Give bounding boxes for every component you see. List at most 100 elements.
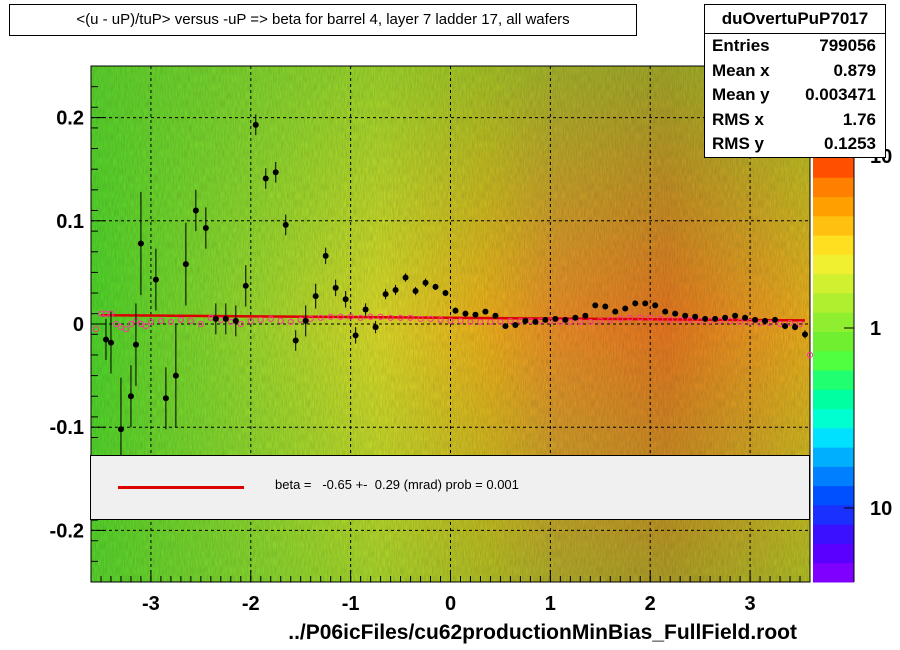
mean-point: [732, 312, 739, 319]
stats-row-mean-y: Mean y 0.003471: [705, 83, 885, 108]
stats-box: duOvertuPuP7017 Entries 799056 Mean x 0.…: [704, 4, 886, 158]
mean-point: [602, 303, 609, 310]
stats-label: Mean y: [712, 85, 770, 104]
color-scale-band: [813, 292, 854, 313]
mean-point: [712, 315, 719, 322]
median-point: [597, 317, 604, 325]
mean-point: [672, 310, 679, 317]
median-point: [477, 318, 484, 326]
median-point: [257, 316, 264, 323]
fit-legend: beta = -0.65 +- 0.29 (mrad) prob = 0.001: [90, 455, 810, 520]
color-scale-band: [813, 273, 854, 294]
median-point: [142, 322, 150, 330]
mean-point: [542, 316, 549, 323]
median-point: [786, 319, 794, 327]
mean-point: [642, 300, 649, 307]
median-point: [667, 316, 674, 323]
median-point: [417, 315, 424, 322]
color-scale-band: [813, 370, 854, 390]
mean-point: [127, 393, 134, 400]
median-point: [277, 317, 284, 325]
median-point: [567, 318, 574, 326]
mean-point: [117, 426, 124, 433]
median-point: [447, 317, 454, 325]
mean-point: [232, 317, 239, 324]
mean-point: [242, 282, 249, 289]
stats-value: 0.1253: [824, 134, 876, 153]
median-points: [92, 310, 814, 359]
stats-label: Entries: [712, 36, 770, 55]
median-point: [112, 320, 120, 328]
color-scale-band: [813, 177, 854, 198]
mean-point: [152, 276, 159, 283]
y-tick-label: 0.1: [56, 211, 84, 233]
color-scale-band: [813, 543, 854, 564]
median-point: [327, 313, 334, 320]
stats-row-rms-x: RMS x 1.76: [705, 108, 885, 133]
mean-point: [782, 323, 789, 330]
mean-point: [422, 279, 429, 286]
median-point: [427, 315, 434, 322]
mean-point: [302, 317, 309, 324]
median-point: [457, 317, 464, 325]
x-tick-label: 1: [545, 593, 556, 615]
median-point: [627, 314, 634, 321]
color-scale-band: [813, 312, 854, 332]
mean-point: [652, 302, 659, 309]
median-point: [167, 318, 174, 326]
x-tick-label: -1: [342, 593, 360, 615]
mean-point: [592, 302, 599, 309]
median-point: [377, 313, 384, 320]
median-point: [407, 314, 414, 321]
median-point: [736, 318, 744, 326]
mean-point: [107, 339, 114, 346]
median-point: [806, 351, 814, 359]
axes: -3 -2 -1 0 1 2 3 -0.2 -0.1 0 0.1 0.2: [50, 65, 811, 615]
y-tick-label: 0.2: [56, 108, 84, 130]
color-scale-band: [813, 408, 854, 429]
median-point: [467, 318, 474, 326]
mean-point: [472, 311, 479, 318]
stats-row-mean-x: Mean x 0.879: [705, 59, 885, 84]
mean-point: [102, 336, 109, 343]
color-scale-band: [813, 350, 854, 371]
mean-point: [252, 121, 259, 128]
mean-point: [632, 300, 639, 307]
mean-point: [292, 337, 299, 344]
median-point: [122, 326, 130, 333]
color-scale-band: [813, 427, 854, 448]
median-point: [397, 314, 404, 321]
median-point: [247, 317, 254, 325]
mean-point: [582, 312, 589, 319]
y-tick-label: 0: [73, 314, 84, 336]
stats-row-entries: Entries 799056: [705, 34, 885, 59]
y-tick-label: -0.1: [50, 417, 84, 439]
mean-point: [372, 324, 379, 331]
mean-point: [192, 207, 199, 214]
mean-point: [482, 308, 489, 315]
median-point: [487, 318, 494, 326]
median-point: [557, 318, 564, 326]
color-scale: 10110: [813, 146, 892, 583]
median-point: [746, 318, 754, 326]
stats-value: 1.76: [842, 109, 876, 129]
chart-title: <(u - uP)/tuP> versus -uP => beta for ba…: [9, 4, 637, 36]
color-scale-label: 10: [870, 498, 892, 520]
median-point: [607, 316, 614, 323]
mean-point: [212, 315, 219, 322]
mean-point: [137, 240, 144, 247]
stats-value: 0.003471: [805, 85, 876, 104]
x-tick-label: 0: [445, 593, 456, 615]
mean-point: [622, 305, 629, 312]
mean-point: [792, 324, 799, 331]
median-point: [367, 313, 374, 320]
mean-point: [382, 291, 389, 298]
mean-point: [462, 310, 469, 317]
color-scale-band: [813, 485, 854, 506]
mean-point: [802, 331, 809, 338]
mean-point: [312, 293, 319, 300]
color-scale-band: [813, 389, 854, 410]
mean-point: [552, 315, 559, 322]
y-tick-label: -0.2: [50, 520, 84, 542]
median-point: [766, 319, 774, 327]
